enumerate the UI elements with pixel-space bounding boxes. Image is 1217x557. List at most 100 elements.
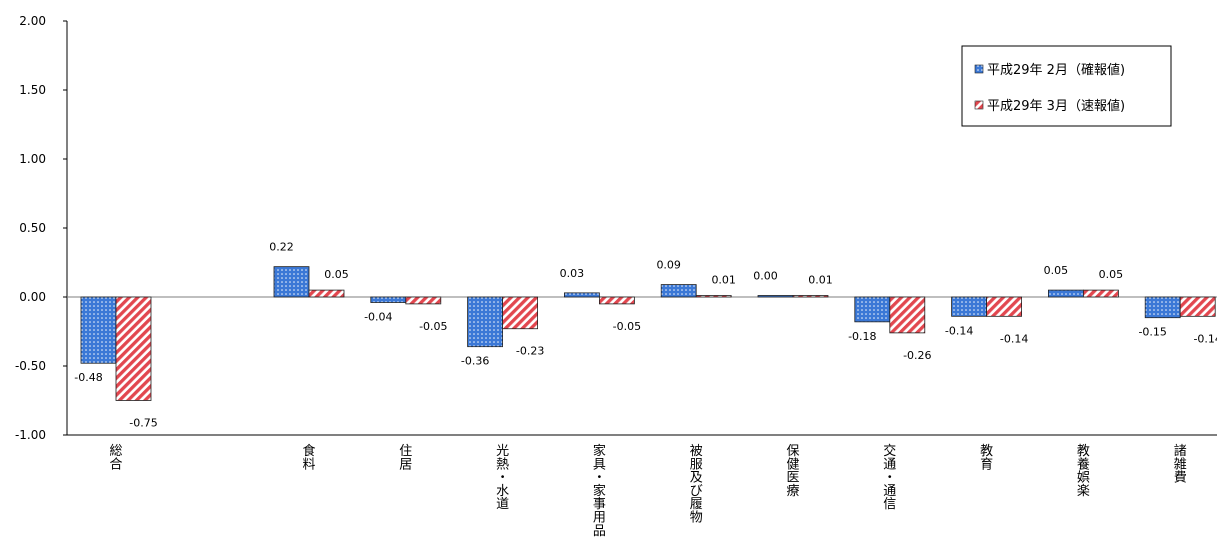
x-tick-label-char: 娯 (1077, 471, 1090, 486)
x-tick-label-char: 雑 (1174, 456, 1187, 472)
y-tick-label: 1.50 (19, 83, 46, 97)
x-tick-label-char: 被 (690, 444, 703, 459)
x-tick-label-char: 事 (593, 497, 606, 512)
category-labels: 総合食料住居光熱・水道家具・家事用品被服及び履物保健医療交通・通信教育教養娯楽諸… (109, 443, 1186, 539)
data-label-mar: -0.05 (613, 320, 641, 333)
data-label-mar: 0.05 (1099, 268, 1124, 281)
x-tick-label-char: 物 (690, 511, 703, 526)
x-tick-label-char: 水 (496, 484, 509, 499)
bar-mar (308, 289, 345, 298)
x-tick-label-char: 光 (496, 444, 509, 459)
bar-feb (467, 296, 504, 348)
bar-feb (564, 292, 600, 298)
bar-mar (115, 296, 152, 401)
bar-feb (1144, 296, 1181, 319)
bar-mar (1083, 289, 1119, 298)
data-label-feb: 0.05 (1044, 264, 1069, 277)
bar-feb (757, 295, 794, 298)
data-label-feb: 0.03 (560, 267, 585, 280)
x-tick-label-char: 養 (1077, 456, 1090, 472)
x-tick-label-char: 総 (109, 444, 122, 459)
bar-mar (502, 296, 539, 330)
bars (80, 266, 1216, 401)
bar-mar (792, 295, 829, 298)
x-tick-label-char: 費 (1174, 471, 1187, 486)
bar-mar (695, 295, 732, 298)
bar-feb (80, 296, 117, 364)
x-tick-label-char: ・ (593, 471, 606, 486)
x-tick-label-char: 保 (786, 444, 799, 459)
bar-mar (1179, 296, 1216, 317)
x-tick-label-char: 教 (1077, 443, 1090, 459)
y-tick-label: -0.50 (15, 359, 46, 373)
bar-mar (405, 296, 442, 305)
bar-feb (660, 284, 697, 298)
x-tick-label-char: 信 (883, 497, 896, 512)
bar-mar (986, 296, 1022, 317)
legend-box (961, 45, 1172, 127)
x-tick-label-char: 楽 (1077, 483, 1090, 499)
x-tick-label-char: ・ (883, 471, 896, 486)
axes: 2.00 1.50 1.00 0.50 0.00 -0.50 -1.00 (15, 14, 1217, 442)
x-tick-label-char: 用 (593, 511, 606, 526)
x-tick-label-char: 熱 (496, 457, 509, 472)
data-label-mar: -0.23 (516, 345, 544, 358)
legend-swatch-mar (974, 100, 984, 110)
legend-label-feb: 平成29年 2月（確報値) (987, 62, 1125, 78)
bar-mar (599, 296, 635, 305)
bar-feb (951, 296, 987, 317)
x-tick-label-char: 合 (109, 457, 122, 472)
x-tick-label-char: 通 (883, 457, 896, 472)
data-label-feb: -0.14 (945, 324, 973, 337)
data-label-feb: -0.36 (461, 355, 489, 368)
data-label-mar: -0.05 (419, 320, 447, 333)
x-tick-label-char: 及 (690, 471, 703, 486)
x-tick-label-char: 健 (786, 457, 799, 472)
x-tick-label-char: 教 (980, 443, 993, 459)
x-tick-label-char: 具 (593, 457, 606, 472)
x-tick-label-char: 食 (302, 443, 315, 459)
x-tick-label-char: 服 (690, 457, 703, 472)
data-label-mar: 0.01 (808, 274, 833, 287)
data-label-feb: -0.15 (1138, 326, 1166, 339)
x-tick-label-char: 居 (399, 457, 412, 472)
y-tick-label: 0.50 (19, 221, 46, 235)
data-labels: -0.48 -0.75 0.22 0.05 -0.04 -0.05 -0.36 -0.23 0.… (74, 241, 1217, 430)
x-tick-label-char: 交 (883, 443, 896, 459)
x-tick-label-char: 住 (399, 444, 412, 459)
data-label-mar: 0.01 (711, 274, 736, 287)
bar-feb (854, 296, 891, 323)
data-label-mar: -0.14 (1193, 332, 1217, 345)
legend-label-mar: 平成29年 3月（速報値) (987, 98, 1125, 114)
y-tick-label: 0.00 (19, 290, 46, 304)
x-tick-label-char: び (690, 484, 703, 499)
x-tick-label-char: 家 (593, 483, 606, 499)
data-label-feb: -0.18 (848, 330, 876, 343)
bar-feb (273, 266, 310, 298)
data-label-feb: 0.09 (656, 259, 681, 272)
y-tick-label: -1.00 (15, 428, 46, 442)
data-label-feb: 0.22 (269, 241, 294, 254)
x-tick-label-char: 品 (593, 524, 606, 539)
x-tick-label-char: 育 (980, 456, 993, 472)
data-label-feb: 0.00 (753, 270, 778, 283)
data-label-feb: -0.48 (74, 371, 102, 384)
x-tick-label-char: 料 (302, 457, 315, 472)
legend: 平成29年 2月（確報値) 平成29年 3月（速報値) (961, 45, 1172, 127)
x-tick-label-char: 療 (786, 484, 799, 499)
bar-feb (1048, 289, 1084, 298)
data-label-feb: -0.04 (364, 311, 392, 324)
data-label-mar: -0.26 (903, 349, 931, 362)
y-tick-label: 2.00 (19, 14, 46, 28)
data-label-mar: -0.14 (1000, 332, 1028, 345)
x-tick-label-char: 履 (690, 497, 703, 512)
y-tick-label: 1.00 (19, 152, 46, 166)
data-label-mar: -0.75 (129, 417, 157, 430)
x-tick-label-char: 道 (496, 497, 509, 512)
x-tick-label-char: 通 (883, 484, 896, 499)
bar-feb (370, 296, 407, 303)
x-tick-label-char: 家 (593, 443, 606, 459)
data-label-mar: 0.05 (324, 268, 349, 281)
